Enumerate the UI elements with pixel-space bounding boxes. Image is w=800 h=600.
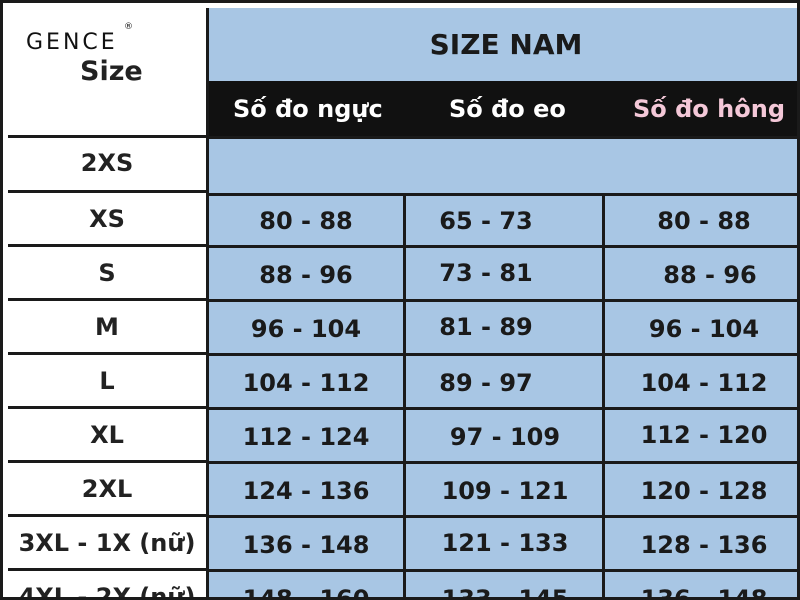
size-label: S [8,247,206,301]
size-label: 2XS [8,135,206,193]
hip-value: 80 - 88 [657,207,751,235]
size-label: XS [8,193,206,247]
chest-value: 124 - 136 [242,477,370,505]
waist-value: 133 - 145 [441,585,569,600]
chest-value: 96 - 104 [250,315,362,343]
column-divider [602,196,605,597]
size-column-header: Size [80,56,143,87]
hip-value: 104 - 112 [640,369,768,397]
row-divider [209,407,797,410]
column-header-hip: Số đo hông [633,94,785,123]
size-label: XL [8,409,206,463]
row-divider [209,461,797,464]
waist-value: 121 - 133 [441,529,569,557]
measurement-area: SIZE NAM Số đo ngực Số đo eo Số đo hông … [209,8,797,600]
column-divider [403,196,406,597]
waist-value: 81 - 89 [439,313,533,341]
chest-value: 80 - 88 [259,207,353,235]
chest-value: 136 - 148 [242,531,370,559]
waist-value: 89 - 97 [439,369,533,397]
waist-value: 109 - 121 [441,477,569,505]
empty-2xs-row [209,139,797,196]
logo-cell: GENCE ® Size [8,8,206,138]
hip-value: 88 - 96 [663,261,757,289]
waist-value: 97 - 109 [449,423,561,451]
size-label: L [8,355,206,409]
size-label: 3XL - 1X (nữ) [8,517,206,571]
chest-value: 104 - 112 [242,369,370,397]
hip-value: 128 - 136 [640,531,768,559]
column-header-row: Số đo ngực Số đo eo Số đo hông [209,81,797,139]
row-divider [209,299,797,302]
chest-value: 112 - 124 [242,423,370,451]
waist-value: 73 - 81 [439,259,533,287]
row-divider [209,245,797,248]
size-label: 2XL [8,463,206,517]
size-label: 4XL - 2X (nữ) [8,571,206,598]
hip-value: 120 - 128 [640,477,768,505]
brand-logo: GENCE [26,30,118,55]
table-title: SIZE NAM [429,28,583,61]
registered-mark: ® [124,22,133,32]
row-divider [209,569,797,572]
waist-value: 65 - 73 [439,207,533,235]
hip-value: 96 - 104 [648,315,760,343]
hip-value: 136 - 148 [640,585,768,600]
size-column: GENCE ® Size 2XS XS S M L XL 2XL 3XL - 1… [8,8,209,598]
column-header-chest: Số đo ngực [233,94,383,123]
row-divider [209,515,797,518]
hip-value: 112 - 120 [640,421,768,449]
row-divider [209,353,797,356]
column-header-waist: Số đo eo [449,94,566,123]
chest-value: 148 - 160 [242,585,370,600]
chest-value: 88 - 96 [259,261,353,289]
size-label: M [8,301,206,355]
